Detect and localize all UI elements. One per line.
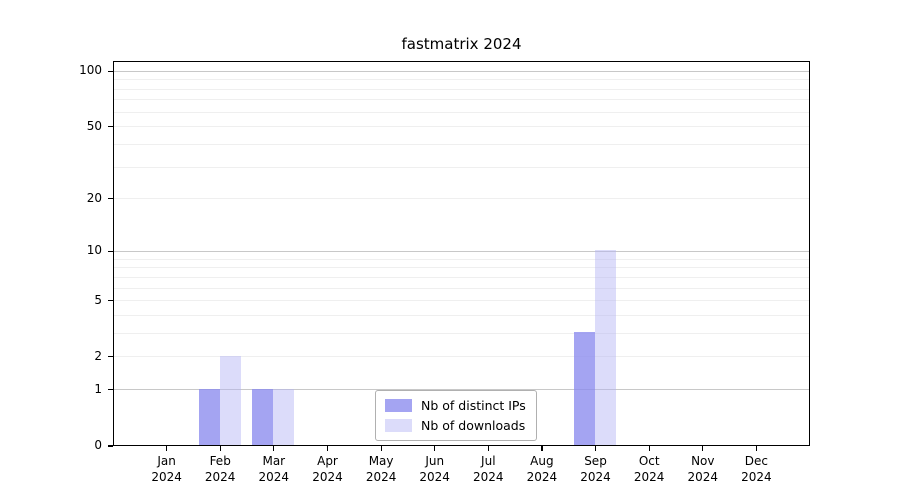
y-tick <box>108 445 113 447</box>
x-tick-label-month: Sep <box>584 454 607 468</box>
x-tick-label: Jun 2024 <box>407 454 463 485</box>
legend-label-downloads: Nb of downloads <box>421 418 526 433</box>
x-tick <box>648 446 650 451</box>
x-tick-label: May 2024 <box>353 454 409 485</box>
x-tick <box>219 446 221 451</box>
x-tick-label-year: 2024 <box>687 469 719 484</box>
x-tick-label-year: 2024 <box>473 469 504 484</box>
y-tick <box>108 70 113 72</box>
y-gridline-minor <box>114 332 809 334</box>
x-tick-label-month: Dec <box>744 454 768 468</box>
x-tick-label-year: 2024 <box>258 469 290 484</box>
x-tick-label-year: 2024 <box>204 469 236 484</box>
x-tick-label-year: 2024 <box>312 469 343 484</box>
x-tick <box>326 446 329 451</box>
y-tick <box>108 198 113 200</box>
y-tick-label: 100 <box>79 63 102 78</box>
x-tick-label-month: Feb <box>209 454 231 468</box>
x-tick-label-year: 2024 <box>526 469 558 484</box>
x-tick-label: Oct 2024 <box>621 454 677 485</box>
bar-distinct-ips-sep <box>574 332 595 445</box>
legend-swatch-downloads <box>385 419 412 432</box>
y-gridline-major <box>114 250 809 252</box>
x-tick-label-year: 2024 <box>633 469 665 484</box>
y-gridline-minor <box>114 276 809 278</box>
x-tick-label-month: Apr <box>317 454 338 468</box>
x-tick-label-month: Nov <box>691 454 715 468</box>
x-tick-label: Apr 2024 <box>300 454 356 485</box>
y-gridline-major <box>114 389 809 391</box>
y-gridline-minor <box>114 88 809 90</box>
bar-downloads-sep <box>595 250 616 445</box>
y-tick <box>108 389 113 391</box>
y-gridline-minor <box>114 198 809 200</box>
x-tick-label-month: Oct <box>638 454 660 468</box>
x-tick-label: Feb 2024 <box>192 454 248 485</box>
x-tick <box>541 446 543 451</box>
y-tick <box>108 126 113 128</box>
x-tick-label: Jan 2024 <box>139 454 195 485</box>
y-tick <box>108 250 113 252</box>
y-tick-label: 10 <box>86 243 102 258</box>
y-gridline-minor <box>114 287 809 289</box>
legend-entry-downloads: Nb of downloads <box>385 418 526 433</box>
y-gridline-minor <box>114 79 809 81</box>
bar-downloads-feb <box>219 355 241 445</box>
x-tick <box>380 446 382 451</box>
y-tick-label: 1 <box>94 381 102 396</box>
legend-swatch-distinct-ips <box>385 399 412 412</box>
y-gridline-minor <box>114 356 809 358</box>
y-tick-label: 50 <box>86 118 102 133</box>
x-tick-label: Nov 2024 <box>675 454 731 485</box>
y-tick-label: 20 <box>86 190 102 205</box>
x-tick <box>487 446 489 451</box>
x-tick-label-year: 2024 <box>741 469 772 484</box>
chart-title: fastmatrix 2024 <box>401 35 522 53</box>
x-tick-label-month: Jul <box>481 454 496 468</box>
x-tick <box>702 446 704 451</box>
x-tick-label: Sep 2024 <box>568 454 624 485</box>
y-gridline-minor <box>114 166 809 168</box>
bar-downloads-mar <box>273 388 295 445</box>
plot-area: Nb of distinct IPs Nb of downloads <box>113 61 810 446</box>
x-tick-label-year: 2024 <box>419 469 450 484</box>
x-tick <box>594 446 597 451</box>
y-tick-label: 0 <box>94 438 102 452</box>
y-gridline-minor <box>114 111 809 113</box>
y-gridline-minor <box>114 126 809 128</box>
x-tick <box>755 446 758 451</box>
y-tick <box>108 356 113 358</box>
y-gridline-minor <box>114 267 809 269</box>
legend-entry-distinct-ips: Nb of distinct IPs <box>385 398 526 413</box>
x-tick-label-month: Jan <box>157 454 176 468</box>
x-tick-label: Dec 2024 <box>728 454 784 485</box>
x-tick-label-month: Aug <box>530 454 554 468</box>
x-tick-label: Jul 2024 <box>460 454 516 485</box>
x-tick-label-year: 2024 <box>365 469 397 484</box>
y-gridline-minor <box>114 314 809 316</box>
legend-label-distinct-ips: Nb of distinct IPs <box>421 398 526 413</box>
x-tick-label: Aug 2024 <box>514 454 570 485</box>
x-tick <box>166 446 168 451</box>
bar-distinct-ips-feb <box>198 388 220 445</box>
x-tick-label-month: May <box>368 454 394 468</box>
x-tick-label-year: 2024 <box>580 469 611 484</box>
x-tick <box>273 446 275 451</box>
y-gridline-minor <box>114 300 809 301</box>
x-tick-label-year: 2024 <box>151 469 182 484</box>
x-tick-label-month: Mar <box>262 454 286 468</box>
y-gridline-minor <box>114 258 809 260</box>
y-tick-label: 5 <box>94 292 102 307</box>
x-tick <box>434 446 436 451</box>
y-tick <box>108 299 113 302</box>
legend: Nb of distinct IPs Nb of downloads <box>375 390 537 441</box>
x-tick-label: Mar 2024 <box>246 454 302 485</box>
y-gridline-minor <box>114 144 809 145</box>
y-gridline-major <box>114 70 809 72</box>
bar-distinct-ips-mar <box>252 388 274 445</box>
x-tick-label-month: Jun <box>425 454 445 468</box>
y-gridline-minor <box>114 99 809 101</box>
y-tick-label: 2 <box>94 348 102 363</box>
